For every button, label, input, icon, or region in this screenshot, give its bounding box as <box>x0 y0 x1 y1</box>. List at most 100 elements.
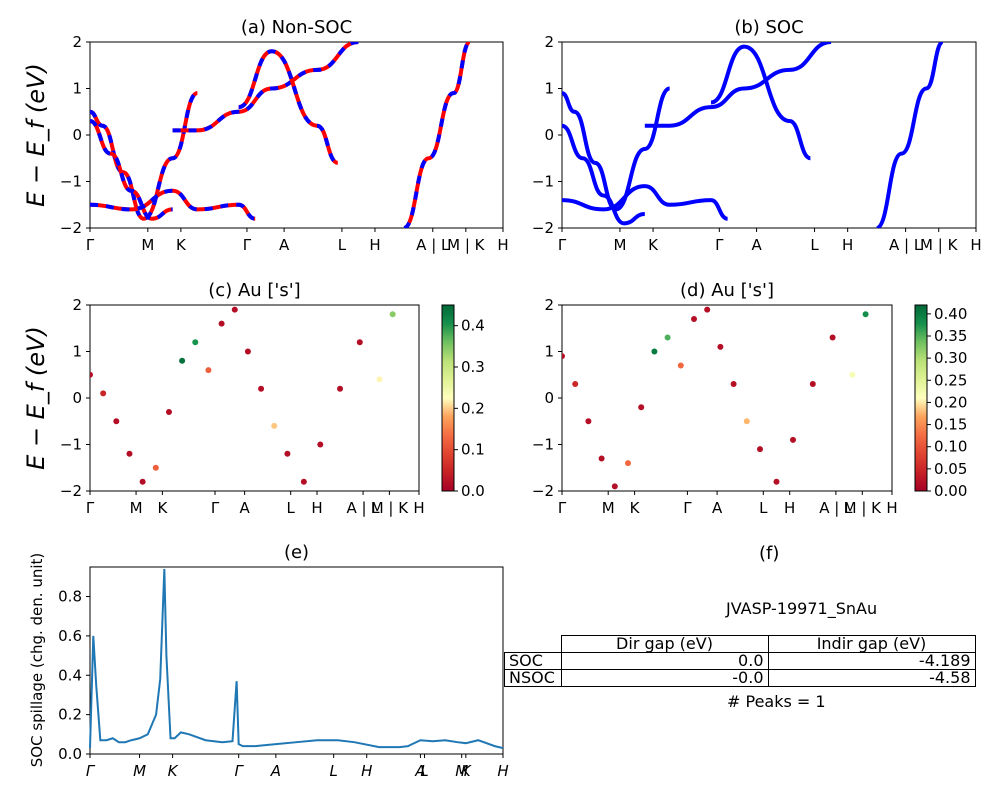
band-line-a-4 <box>238 49 339 165</box>
scatter-point-c <box>90 371 93 378</box>
x-tick-label: M <box>455 762 468 780</box>
table-cell-dir: -0.0 <box>560 669 769 687</box>
y-tick-label: 2 <box>544 33 554 51</box>
scatter-point-c <box>100 390 107 397</box>
y-tick-label: 0.4 <box>58 666 82 684</box>
scatter-point-d <box>773 478 780 485</box>
panel-e-title: (e) <box>284 542 309 563</box>
colorbar-tick-label: 0.15 <box>934 416 967 434</box>
x-tick-label: Γ <box>86 499 95 517</box>
scatter-point-d <box>691 315 697 322</box>
scatter-point-d <box>757 446 763 453</box>
scatter-point-c <box>152 464 159 471</box>
scatter-point-d <box>809 381 816 388</box>
x-tick-label: A <box>751 236 762 254</box>
band-line-a-5 <box>402 42 472 228</box>
scatter-point-c <box>192 339 199 346</box>
scatter-point-c <box>218 320 225 327</box>
band-line-a-3 <box>172 42 359 133</box>
x-tick-label: A | L <box>416 236 450 254</box>
panel-f-name: JVASP-19971_SnAu <box>726 599 878 618</box>
x-tick-label: A <box>270 762 281 780</box>
scatter-point-c <box>300 478 307 485</box>
x-tick-label: H <box>311 499 322 517</box>
y-tick-label: −2 <box>60 219 82 237</box>
y-tick-label: 1 <box>72 80 82 98</box>
table-row-label: NSOC <box>504 669 562 687</box>
y-tick-label: 2 <box>72 33 82 51</box>
y-tick-label: −1 <box>60 173 82 191</box>
x-tick-label: M <box>133 762 146 780</box>
colorbar-tick-label: 0.05 <box>934 460 967 478</box>
x-tick-label: L <box>759 499 768 517</box>
colorbar-tick-label: 0.1 <box>461 441 485 459</box>
x-tick-label: H <box>369 236 380 254</box>
band-line-a-5 <box>402 42 472 228</box>
x-tick-label: A | L <box>889 236 923 254</box>
scatter-point-d <box>790 436 796 443</box>
scatter-point-c <box>231 306 238 313</box>
x-tick-label: K <box>630 499 641 517</box>
x-tick-label: H <box>497 236 508 254</box>
colorbar-tick-label: 0.3 <box>461 358 485 376</box>
scatter-point-c <box>113 418 120 425</box>
table-header-indir: Indir gap (eV) <box>767 635 976 653</box>
x-tick-label: Γ <box>235 762 245 780</box>
y-tick-label: 0 <box>544 389 554 407</box>
x-tick-label: K <box>648 236 659 254</box>
scatter-point-c <box>376 376 383 383</box>
scatter-point-c <box>244 348 251 355</box>
x-tick-label: M | K <box>920 236 959 254</box>
scatter-point-d <box>651 348 658 355</box>
table-header-dir: Dir gap (eV) <box>560 635 769 653</box>
band-line-a-1 <box>90 119 173 221</box>
scatter-point-c <box>126 450 133 457</box>
band-line-a-0 <box>90 91 199 221</box>
scatter-point-d <box>572 381 579 388</box>
y-tick-label: −2 <box>532 482 554 500</box>
y-tick-label: 2 <box>544 296 554 314</box>
table-header-blank <box>505 636 562 653</box>
x-tick-label: Γ <box>715 236 724 254</box>
scatter-point-c <box>205 367 212 374</box>
spillage-line <box>89 568 504 750</box>
y-tick-label: −1 <box>532 436 554 454</box>
panel-c-title: (c) Au ['s'] <box>208 280 300 301</box>
colorbar-tick-label: 0.00 <box>934 482 967 500</box>
colorbar-tick-label: 0.0 <box>461 482 485 500</box>
scatter-point-d <box>638 404 645 411</box>
y-tick-label: 0.6 <box>58 627 82 645</box>
band-line-b-5 <box>875 42 945 228</box>
scatter-point-d <box>611 483 618 490</box>
x-tick-label: H <box>497 762 508 780</box>
panel-a-ylabel: E − E_f (eV) <box>22 63 50 207</box>
x-tick-label: K <box>461 762 472 780</box>
panel-f-title: (f) <box>759 543 780 564</box>
x-tick-label: M | K <box>447 236 486 254</box>
x-tick-label: A <box>239 499 250 517</box>
y-tick-label: 0.0 <box>58 745 82 763</box>
band-line-b-1 <box>562 123 646 226</box>
scatter-point-c <box>139 478 146 485</box>
table-cell-dir: 0.0 <box>560 652 769 670</box>
panel-d-title: (d) Au ['s'] <box>680 280 774 301</box>
axes-frame-c <box>89 304 420 492</box>
colorbar-tick-label: 0.40 <box>934 305 967 323</box>
table-cell-indir: -4.189 <box>767 652 976 670</box>
y-tick-label: 0 <box>544 126 554 144</box>
colorbar-d <box>914 304 928 492</box>
x-tick-label: K <box>157 499 168 517</box>
colorbar-tick-label: 0.20 <box>934 393 967 411</box>
band-line-b-2 <box>562 184 729 221</box>
x-tick-label: M <box>613 236 626 254</box>
x-tick-label: M <box>130 499 143 517</box>
x-tick-label: H <box>970 236 981 254</box>
scatter-point-c <box>284 450 291 457</box>
scatter-point-c <box>389 311 396 318</box>
x-tick-label: A <box>279 236 290 254</box>
table-cell-indir: -4.58 <box>767 669 976 687</box>
scatter-point-d <box>730 381 737 388</box>
x-tick-label: A <box>712 499 723 517</box>
scatter-point-c <box>258 385 265 392</box>
